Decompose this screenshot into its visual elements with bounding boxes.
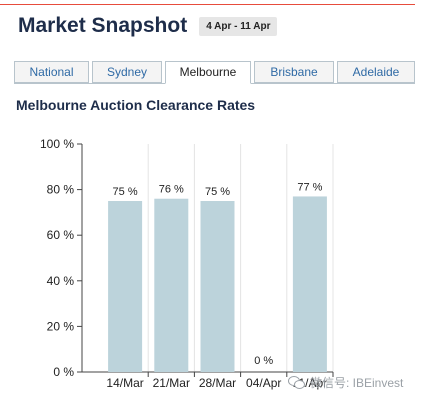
data-label: 75 % [113,186,138,198]
watermark-text: 微信号: IBEinvest [310,376,404,390]
x-tick-label: 14/Mar [106,376,143,390]
x-tick-label: 21/Mar [153,376,190,390]
date-range-badge: 4 Apr - 11 Apr [199,16,278,36]
x-tick-label: 28/Mar [199,376,236,390]
header: Market Snapshot 4 Apr - 11 Apr [18,14,278,38]
page-title: Market Snapshot [18,14,188,37]
bar [108,201,143,372]
tab-adelaide[interactable]: Adelaide [337,61,415,83]
y-tick-label: 80 % [47,183,75,197]
tab-national[interactable]: National [14,61,89,83]
data-label: 0 % [254,355,273,367]
top-accent-rule [0,4,415,5]
y-tick-label: 40 % [47,274,75,288]
y-tick-label: 20 % [47,319,75,333]
city-tabs: National Sydney Melbourne Brisbane Adela… [14,61,415,84]
data-label: 77 % [297,181,322,193]
data-label: 76 % [159,184,184,196]
x-tick-label: 04/Apr [246,376,281,390]
data-label: 75 % [205,186,230,198]
chart-title: Melbourne Auction Clearance Rates [16,97,256,113]
tab-melbourne[interactable]: Melbourne [165,61,251,84]
watermark: 微信号: IBEinvest [288,374,403,391]
bar [292,196,327,372]
y-tick-label: 0 % [53,365,74,379]
bar [154,198,189,372]
tab-brisbane[interactable]: Brisbane [254,61,334,83]
y-tick-label: 60 % [47,228,75,242]
y-tick-label: 100 % [40,137,74,151]
bar [200,201,235,372]
tab-sydney[interactable]: Sydney [92,61,162,83]
wechat-icon [288,375,306,390]
